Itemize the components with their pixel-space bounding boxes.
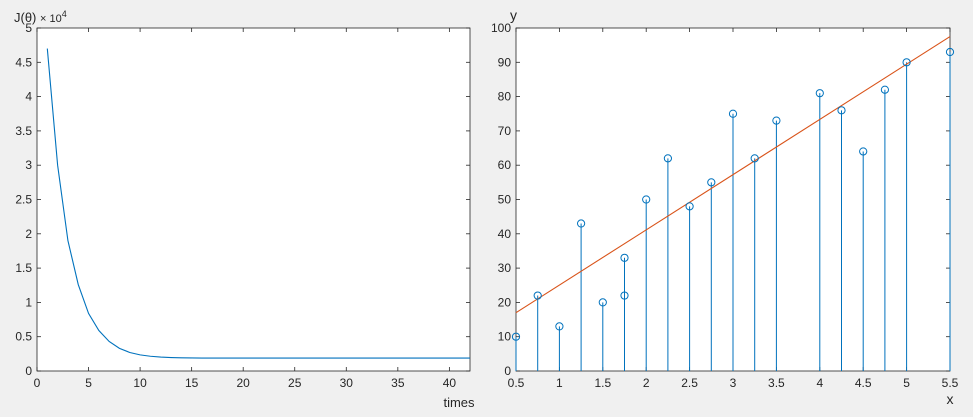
stem-marker xyxy=(837,106,846,115)
regression-y-tick-label: 20 xyxy=(498,295,512,309)
cost-y-axis-label: J(θ) xyxy=(14,10,36,25)
regression-y-tick-label: 70 xyxy=(498,124,512,138)
regression-x-tick-label: 2.5 xyxy=(681,376,698,390)
stem-marker xyxy=(511,332,521,341)
cost-x-tick-label: 5 xyxy=(85,376,92,390)
stem-marker xyxy=(598,298,607,307)
regression-y-tick-label: 0 xyxy=(504,364,511,378)
cost-x-tick-label: 10 xyxy=(133,376,147,390)
regression-x-tick-label: 5.5 xyxy=(942,376,959,390)
stem-marker xyxy=(620,291,629,300)
cost-y-exponent-base: × 10 xyxy=(40,13,62,25)
regression-x-tick-label: 1 xyxy=(556,376,563,390)
regression-x-tick-label: 0.5 xyxy=(508,376,525,390)
cost-plot-series xyxy=(46,48,470,359)
stem-marker xyxy=(533,291,542,300)
cost-y-tick-label: 2 xyxy=(25,227,32,241)
cost-x-tick-label: 0 xyxy=(34,376,41,390)
regression-y-axis-label: y xyxy=(510,7,517,23)
cost-x-tick-label: 25 xyxy=(288,376,302,390)
cost-y-exponent: × 104 xyxy=(40,9,67,25)
regression-y-tick-label: 60 xyxy=(498,158,512,172)
stem-marker xyxy=(750,154,759,163)
regression-y-tick-label: 10 xyxy=(498,330,512,344)
stem-marker xyxy=(707,178,716,187)
cost-x-tick-label: 40 xyxy=(443,376,457,390)
regression-x-tick-label: 4 xyxy=(816,376,823,390)
stem-marker xyxy=(555,322,564,331)
regression-x-tick-label: 1.5 xyxy=(594,376,611,390)
cost-y-tick-label: 2.5 xyxy=(15,193,32,207)
stem-marker xyxy=(945,47,955,57)
regression-x-tick-label: 3 xyxy=(730,376,737,390)
stem-marker xyxy=(577,219,586,228)
cost-y-tick-label: 4.5 xyxy=(15,55,32,69)
cost-y-tick-label: 0.5 xyxy=(15,330,32,344)
cost-x-tick-label: 15 xyxy=(185,376,199,390)
cost-y-tick-label: 0 xyxy=(25,364,32,378)
cost-plot-ticks: 0 5 10 15 20 25 30 35 40 0 0.5 1 1.5 2 2.5 3 3.5 4 4.5 5 xyxy=(15,21,470,390)
regression-y-tick-label: 100 xyxy=(491,21,511,35)
regression-y-tick-label: 40 xyxy=(498,227,512,241)
cost-y-exponent-power: 4 xyxy=(62,9,67,19)
cost-plot-area xyxy=(36,27,471,372)
regression-plot-series xyxy=(511,36,955,371)
regression-x-tick-label: 5 xyxy=(903,376,910,390)
stem-marker xyxy=(772,116,781,125)
cost-x-tick-label: 20 xyxy=(237,376,251,390)
cost-y-tick-label: 1.5 xyxy=(15,261,32,275)
regression-y-tick-label: 30 xyxy=(498,261,512,275)
cost-plot: 0 5 10 15 20 25 30 35 40 0 0.5 1 1.5 2 2.5 3 3.5 4 4.5 5 J(… xyxy=(14,9,475,410)
fit-line xyxy=(515,36,951,314)
stem-marker xyxy=(642,195,651,204)
regression-x-tick-label: 4.5 xyxy=(855,376,872,390)
cost-curve-line xyxy=(46,48,470,359)
cost-y-tick-label: 5 xyxy=(25,21,32,35)
cost-y-tick-label: 3 xyxy=(25,158,32,172)
stem-marker xyxy=(728,109,738,118)
regression-y-tick-label: 90 xyxy=(498,55,512,69)
cost-x-tick-label: 30 xyxy=(340,376,354,390)
regression-x-axis-label: x xyxy=(947,391,954,407)
cost-y-tick-label: 4 xyxy=(25,90,32,104)
stem-marker xyxy=(620,253,629,262)
regression-x-tick-label: 2 xyxy=(643,376,650,390)
regression-x-tick-label: 3.5 xyxy=(768,376,785,390)
stem-marker xyxy=(663,154,673,163)
stem-marker xyxy=(859,147,868,156)
regression-y-tick-label: 50 xyxy=(498,193,512,207)
cost-x-axis-label: times xyxy=(443,395,475,410)
cost-x-tick-label: 35 xyxy=(391,376,405,390)
stem-marker xyxy=(880,85,890,94)
stem-marker xyxy=(685,202,694,211)
cost-y-tick-label: 3.5 xyxy=(15,124,32,138)
regression-y-tick-label: 80 xyxy=(498,90,512,104)
regression-plot-ticks: 0.5 1 1.5 2 2.5 3 3.5 4 4.5 5 5.5 0 10 20 30 40 50 60 70 80… xyxy=(491,21,959,390)
regression-plot: 0.5 1 1.5 2 2.5 3 3.5 4 4.5 5 5.5 0 10 20 30 40 50 60 70 80… xyxy=(491,7,959,407)
cost-y-tick-label: 1 xyxy=(25,295,32,309)
stem-marker xyxy=(902,58,911,67)
stem-marker xyxy=(815,89,824,98)
